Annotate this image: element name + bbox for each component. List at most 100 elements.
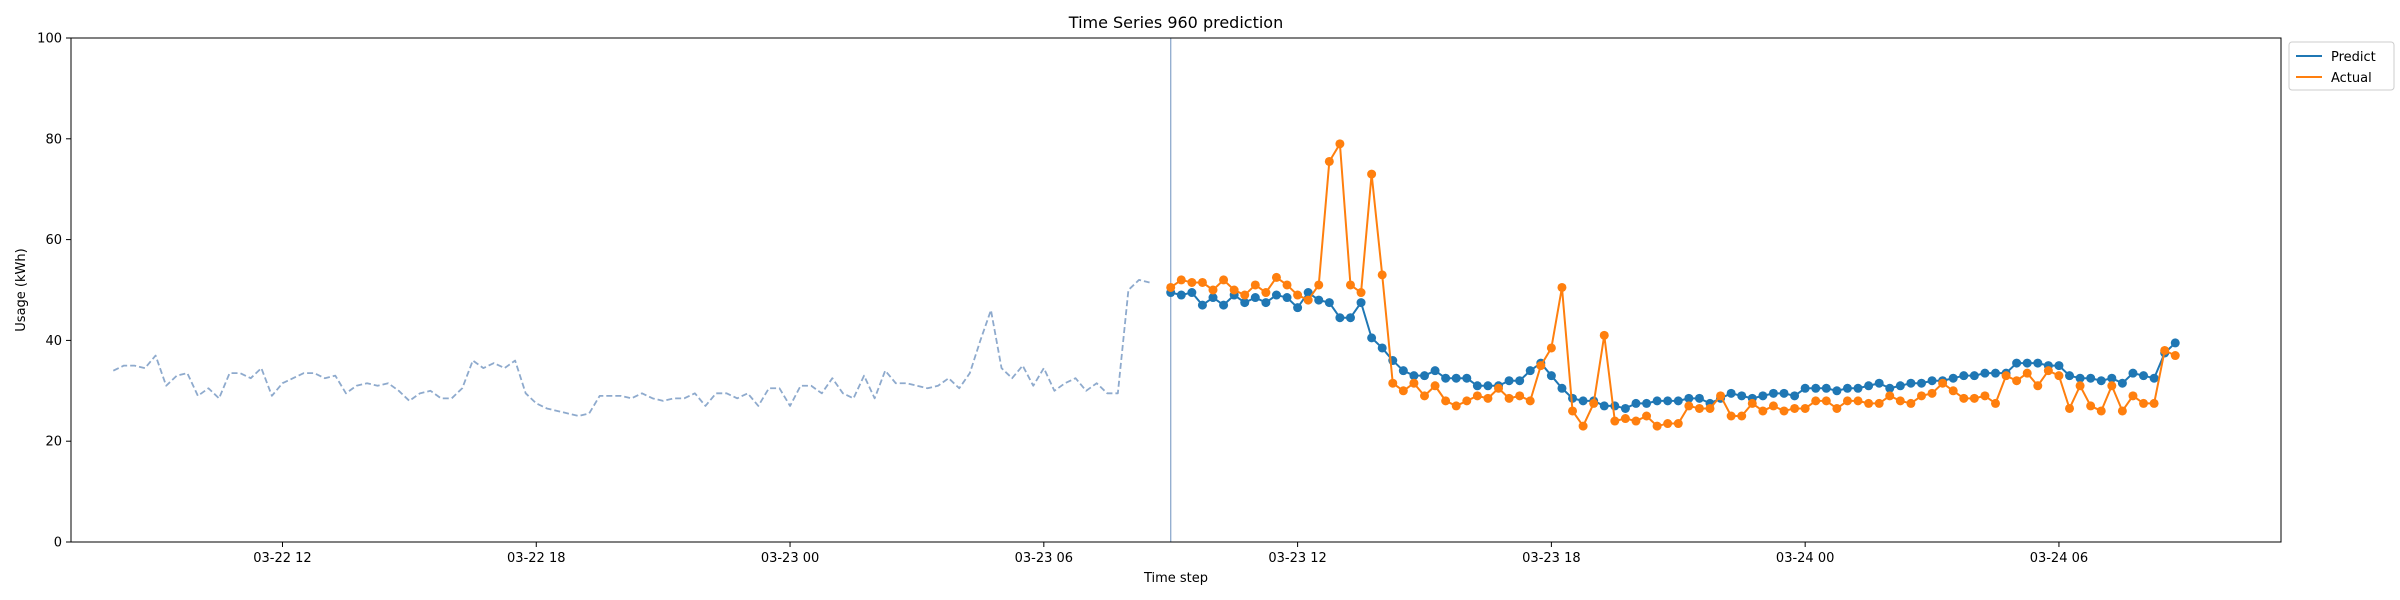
predict-point-84 [2054,361,2064,371]
predict-point-17 [1345,313,1355,323]
actual-point-81 [2022,368,2032,378]
actual-point-1 [1176,275,1186,285]
x-axis: 03-22 12 03-22 18 03-23 00 03-23 06 03-23 12… [253,542,2088,566]
predict-point-45 [1642,398,1652,408]
actual-point-61 [1811,396,1821,406]
predict-point-8 [1250,293,1260,303]
actual-point-28 [1462,396,1472,406]
predict-point-74 [1948,373,1958,383]
predict-point-24 [1419,371,1429,381]
predict-point-49 [1684,393,1694,403]
predict-point-57 [1768,388,1778,398]
predict-point-81 [2022,358,2032,368]
actual-point-41 [1599,330,1609,340]
actual-series-points [1166,139,2180,431]
actual-point-40 [1589,398,1599,408]
actual-point-12 [1293,290,1303,300]
y-axis: 0 20 40 60 80 100 [37,32,71,551]
actual-point-56 [1758,406,1768,416]
predict-point-41 [1599,401,1609,411]
actual-point-69 [1895,396,1905,406]
y-tick-label-2: 40 [45,334,62,349]
x-tick-label-4: 03-23 12 [1268,551,1326,566]
predict-point-77 [1980,368,1990,378]
predict-point-75 [1959,371,1969,381]
actual-point-78 [1990,398,2000,408]
predict-point-86 [2075,373,2085,383]
predict-point-78 [1990,368,2000,378]
predict-point-28 [1462,373,1472,383]
y-tick-label-3: 60 [45,233,62,248]
predict-point-80 [2012,358,2022,368]
actual-point-18 [1356,288,1366,298]
predict-point-89 [2107,373,2117,383]
actual-point-55 [1747,398,1757,408]
actual-point-34 [1525,396,1535,406]
predict-point-72 [1927,376,1937,386]
actual-point-11 [1282,280,1292,290]
predict-point-90 [2117,378,2127,388]
x-tick-label-7: 03-24 06 [2030,551,2088,566]
actual-point-35 [1536,361,1546,371]
predict-point-19 [1367,333,1377,343]
actual-point-89 [2107,381,2117,391]
y-axis-title: Usage (kWh) [14,248,29,331]
actual-point-66 [1864,398,1874,408]
predict-series-points [1166,288,2180,413]
predict-point-39 [1578,396,1588,406]
predict-point-33 [1515,376,1525,386]
predict-point-12 [1293,303,1303,313]
actual-point-15 [1324,156,1334,166]
actual-point-3 [1197,277,1207,287]
actual-point-22 [1398,386,1408,396]
predict-point-34 [1525,366,1535,376]
history-series-line [112,279,1150,417]
predict-point-88 [2096,376,2106,386]
predict-point-2 [1187,288,1197,298]
actual-point-31 [1494,383,1504,393]
predict-point-5 [1219,300,1229,310]
actual-point-52 [1716,391,1726,401]
legend[interactable]: Predict Actual [2288,41,2395,91]
actual-point-87 [2086,401,2096,411]
actual-point-13 [1303,295,1313,305]
predict-point-47 [1663,396,1673,406]
predict-point-11 [1282,293,1292,303]
actual-point-50 [1694,403,1704,413]
y-tick-label-4: 80 [45,132,62,147]
actual-point-72 [1927,388,1937,398]
actual-point-51 [1705,403,1715,413]
actual-point-63 [1832,403,1842,413]
actual-point-16 [1335,139,1345,149]
actual-point-62 [1821,396,1831,406]
actual-point-10 [1271,272,1281,282]
predict-point-22 [1398,366,1408,376]
actual-point-83 [2043,366,2053,376]
plot-area [112,38,2180,542]
actual-point-59 [1790,403,1800,413]
x-tick-label-0: 03-22 12 [253,551,311,566]
actual-point-26 [1441,396,1451,406]
predict-point-85 [2065,371,2075,381]
predict-point-46 [1652,396,1662,406]
predict-point-61 [1811,383,1821,393]
actual-point-37 [1557,282,1567,292]
actual-point-70 [1906,398,1916,408]
actual-point-71 [1916,391,1926,401]
y-tick-label-0: 0 [54,536,62,551]
predict-point-16 [1335,313,1345,323]
actual-point-42 [1610,416,1620,426]
predict-point-10 [1271,290,1281,300]
actual-point-68 [1885,391,1895,401]
predict-point-66 [1864,381,1874,391]
actual-point-47 [1663,419,1673,429]
actual-point-82 [2033,381,2043,391]
predict-point-71 [1916,378,1926,388]
actual-point-94 [2160,345,2170,355]
actual-point-5 [1219,275,1229,285]
actual-point-44 [1631,416,1641,426]
actual-point-6 [1229,285,1239,295]
actual-point-38 [1568,406,1578,416]
predict-point-48 [1673,396,1683,406]
actual-point-54 [1737,411,1747,421]
